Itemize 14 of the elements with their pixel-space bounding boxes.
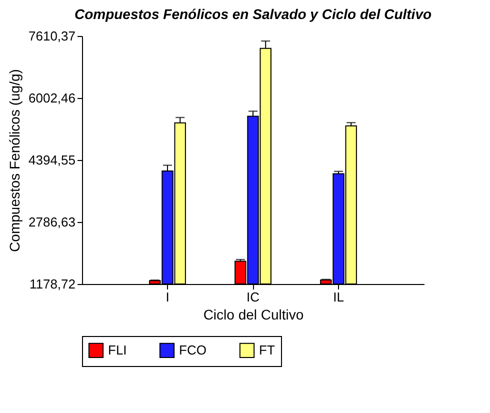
x-tick-label: IC <box>246 290 260 304</box>
y-tick-label: 2786,63 <box>28 214 76 230</box>
chart-title: Compuestos Fenólicos en Salvado y Ciclo del Cultivo <box>74 6 432 22</box>
legend-label: FT <box>259 342 275 358</box>
x-tick-label: I <box>166 290 170 304</box>
x-axis-title: Ciclo del Cultivo <box>203 306 304 322</box>
y-tick-label: 4394,55 <box>28 152 76 168</box>
y-axis-title: Compuestos Fenólicos (ug/g) <box>6 69 23 252</box>
y-tick-label: 7610,37 <box>28 28 76 44</box>
legend-label: FCO <box>179 342 206 358</box>
y-tick-label: 1178,72 <box>29 276 76 292</box>
y-tick-label: 6002,46 <box>28 90 76 106</box>
legend-label: FLI <box>108 342 127 358</box>
x-tick-label: IL <box>333 290 344 304</box>
